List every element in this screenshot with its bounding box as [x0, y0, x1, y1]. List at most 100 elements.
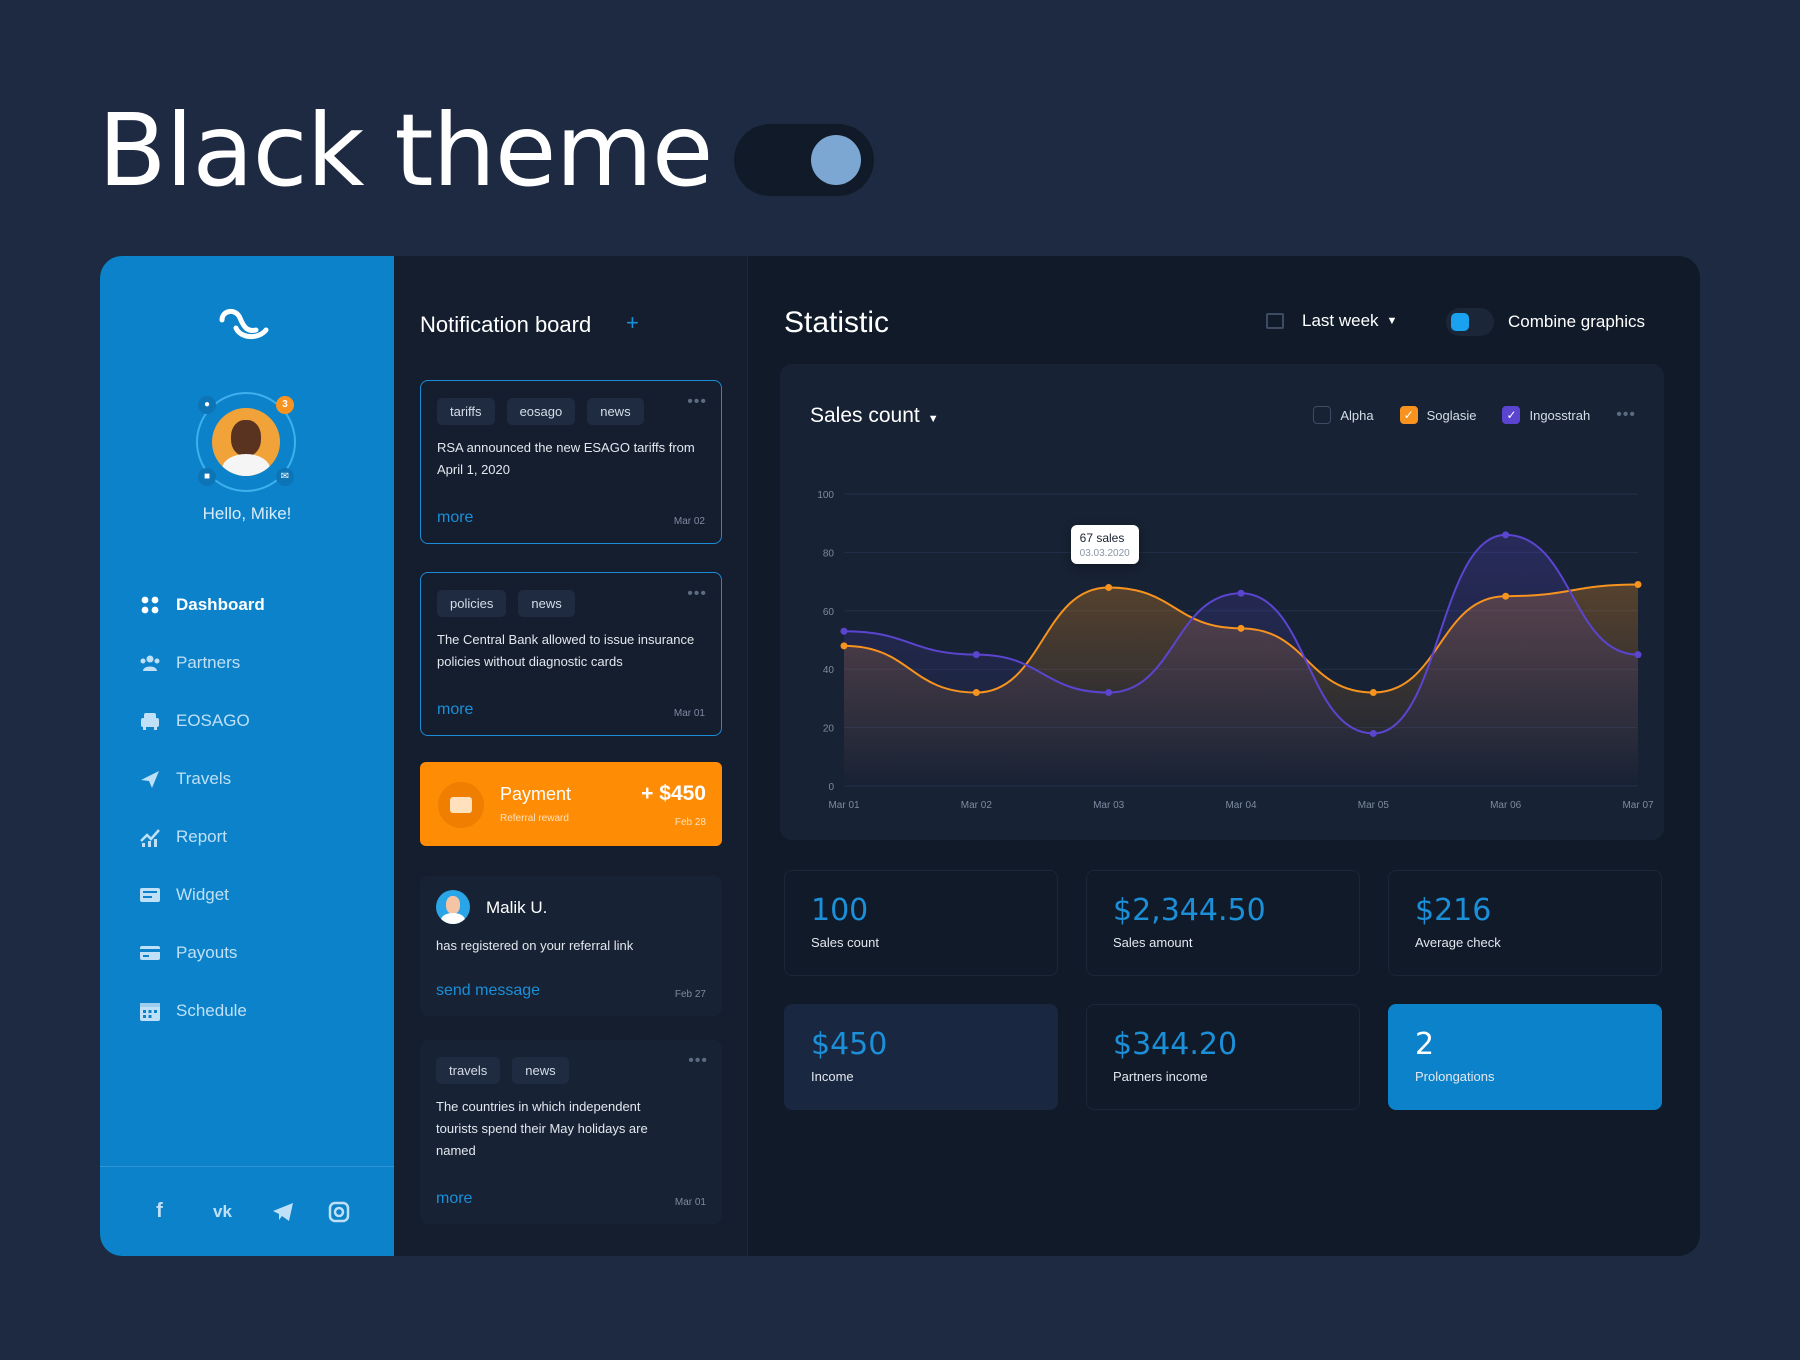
sidebar-item-report[interactable]: Report	[138, 808, 265, 866]
notification-board: Notification board + tariffs eosago news…	[394, 256, 748, 1256]
partners-icon	[140, 655, 160, 671]
data-point	[1502, 531, 1510, 539]
telegram-icon[interactable]	[271, 1201, 295, 1223]
notification-count-badge[interactable]: 3	[276, 396, 294, 414]
instagram-icon[interactable]	[328, 1201, 350, 1223]
kpi-label: Sales amount	[1113, 935, 1193, 950]
avatar[interactable]	[436, 890, 470, 924]
tag[interactable]: travels	[436, 1057, 501, 1084]
theme-toggle-knob[interactable]	[811, 135, 861, 185]
sidebar-item-partners[interactable]: Partners	[138, 634, 265, 692]
payouts-icon	[140, 946, 160, 960]
kpi-sales-count[interactable]: 100 Sales count	[784, 870, 1058, 976]
kpi-sales-amount[interactable]: $2,344.50 Sales amount	[1086, 870, 1360, 976]
tag[interactable]: news	[587, 398, 644, 425]
more-link[interactable]: more	[436, 1190, 473, 1207]
send-message-link[interactable]: send message	[436, 982, 541, 999]
kpi-income[interactable]: $450 Income	[784, 1004, 1058, 1110]
sidebar-item-dashboard[interactable]: Dashboard	[138, 576, 265, 634]
theme-toggle[interactable]	[734, 124, 874, 196]
chevron-down-icon: ▼	[927, 413, 939, 425]
kpi-prolongations[interactable]: 2 Prolongations	[1388, 1004, 1662, 1110]
y-tick-label: 100	[817, 490, 834, 501]
kpi-partners-income[interactable]: $344.20 Partners income	[1086, 1004, 1360, 1110]
user-icon[interactable]: ●	[198, 396, 216, 414]
notification-board-title: Notification board	[420, 312, 592, 337]
sidebar-item-widget[interactable]: Widget	[138, 866, 265, 924]
more-options-icon[interactable]: •••	[687, 393, 707, 410]
checkbox[interactable]: ✓	[1399, 406, 1418, 424]
notification-card[interactable]: tariffs eosago news ••• RSA announced th…	[420, 380, 722, 544]
vk-icon[interactable]: vk	[213, 1201, 232, 1221]
sidebar-item-eosago[interactable]: EOSAGO	[138, 692, 265, 750]
mail-icon[interactable]: ✉	[276, 468, 294, 486]
combine-graphics-toggle[interactable]: Combine graphics	[1446, 308, 1645, 336]
legend-label: Soglasie	[1426, 407, 1477, 423]
data-point	[972, 651, 980, 659]
more-options-icon[interactable]: •••	[688, 1052, 708, 1069]
tag[interactable]: eosago	[506, 398, 576, 425]
more-link[interactable]: more	[437, 509, 474, 526]
kpi-value: $344.20	[1113, 1027, 1238, 1062]
y-tick-label: 40	[823, 665, 835, 676]
sidebar-item-travels[interactable]: Travels	[138, 750, 265, 808]
sidebar-item-payouts[interactable]: Payouts	[138, 924, 265, 982]
widget-icon	[140, 888, 160, 902]
notification-text: The countries in which independent touri…	[436, 1099, 648, 1158]
avatar[interactable]	[212, 408, 280, 476]
car-icon	[141, 713, 159, 730]
sidebar-item-label: Schedule	[176, 1001, 247, 1020]
combine-graphics-label: Combine graphics	[1508, 312, 1646, 331]
checkbox[interactable]	[1313, 406, 1332, 424]
tooltip-date: 03.03.2020	[1079, 548, 1130, 560]
referral-text: has registered on your referral link	[436, 938, 634, 953]
user-name: Malik U.	[486, 898, 548, 917]
referral-card[interactable]: Malik U. has registered on your referral…	[420, 876, 722, 1016]
notification-date: Mar 02	[673, 516, 705, 527]
more-options-icon[interactable]: •••	[687, 585, 707, 602]
checkbox[interactable]: ✓	[1502, 406, 1521, 424]
sidebar-item-label: Widget	[176, 885, 229, 904]
more-options-icon[interactable]: •••	[1616, 406, 1636, 423]
x-tick-label: Mar 03	[1093, 800, 1125, 811]
profile-avatar-group[interactable]: ● 3 ■ ✉	[196, 392, 296, 492]
tag-list: policies news	[421, 573, 721, 617]
data-point	[1634, 651, 1642, 659]
add-notification-button[interactable]: +	[626, 310, 639, 335]
notification-card[interactable]: policies news ••• The Central Bank allow…	[420, 572, 722, 736]
wallet-icon	[438, 782, 484, 828]
period-select[interactable]: Last week ▼	[1266, 311, 1397, 331]
legend-item-soglasie[interactable]: ✓ Soglasie	[1399, 406, 1477, 424]
calendar-icon	[1266, 313, 1284, 329]
chart-title-select[interactable]: Sales count ▼	[810, 404, 939, 428]
tag[interactable]: tariffs	[437, 398, 495, 425]
tooltip-value: 67 sales	[1079, 531, 1125, 546]
notification-card[interactable]: travels news ••• The countries in which …	[420, 1040, 722, 1224]
y-tick-label: 20	[823, 724, 835, 735]
x-tick-label: Mar 06	[1490, 800, 1522, 811]
kpi-average-check[interactable]: $216 Average check	[1388, 870, 1662, 976]
page-title: Statistic	[784, 306, 890, 339]
kpi-label: Prolongations	[1415, 1069, 1495, 1084]
tag-list: travels news	[420, 1040, 722, 1084]
facebook-icon[interactable]: f	[156, 1200, 163, 1222]
document-icon[interactable]: ■	[198, 468, 216, 486]
report-icon	[140, 829, 160, 847]
legend-label: Alpha	[1340, 407, 1374, 423]
more-link[interactable]: more	[437, 701, 474, 718]
toggle-switch[interactable]	[1446, 308, 1494, 336]
payment-card[interactable]: Payment Referral reward + $450 Feb 28	[420, 762, 722, 846]
tag[interactable]: policies	[437, 590, 507, 617]
legend-item-alpha[interactable]: Alpha	[1313, 406, 1374, 424]
data-point	[1502, 592, 1510, 600]
tag[interactable]: news	[518, 590, 575, 617]
data-point	[1105, 689, 1113, 697]
payment-date: Feb 28	[674, 817, 706, 828]
sidebar-item-schedule[interactable]: Schedule	[138, 982, 265, 1040]
data-point	[1369, 689, 1377, 697]
logo-icon[interactable]	[218, 306, 274, 342]
tag[interactable]: news	[512, 1057, 569, 1084]
sales-line-chart: 0 20 40 60 80 100 Mar 01 Mar 02 Mar 03 Mar 04 Mar …	[817, 490, 1654, 811]
avatar-ring	[196, 392, 296, 492]
legend-item-ingosstrah[interactable]: ✓ Ingosstrah	[1502, 406, 1590, 424]
